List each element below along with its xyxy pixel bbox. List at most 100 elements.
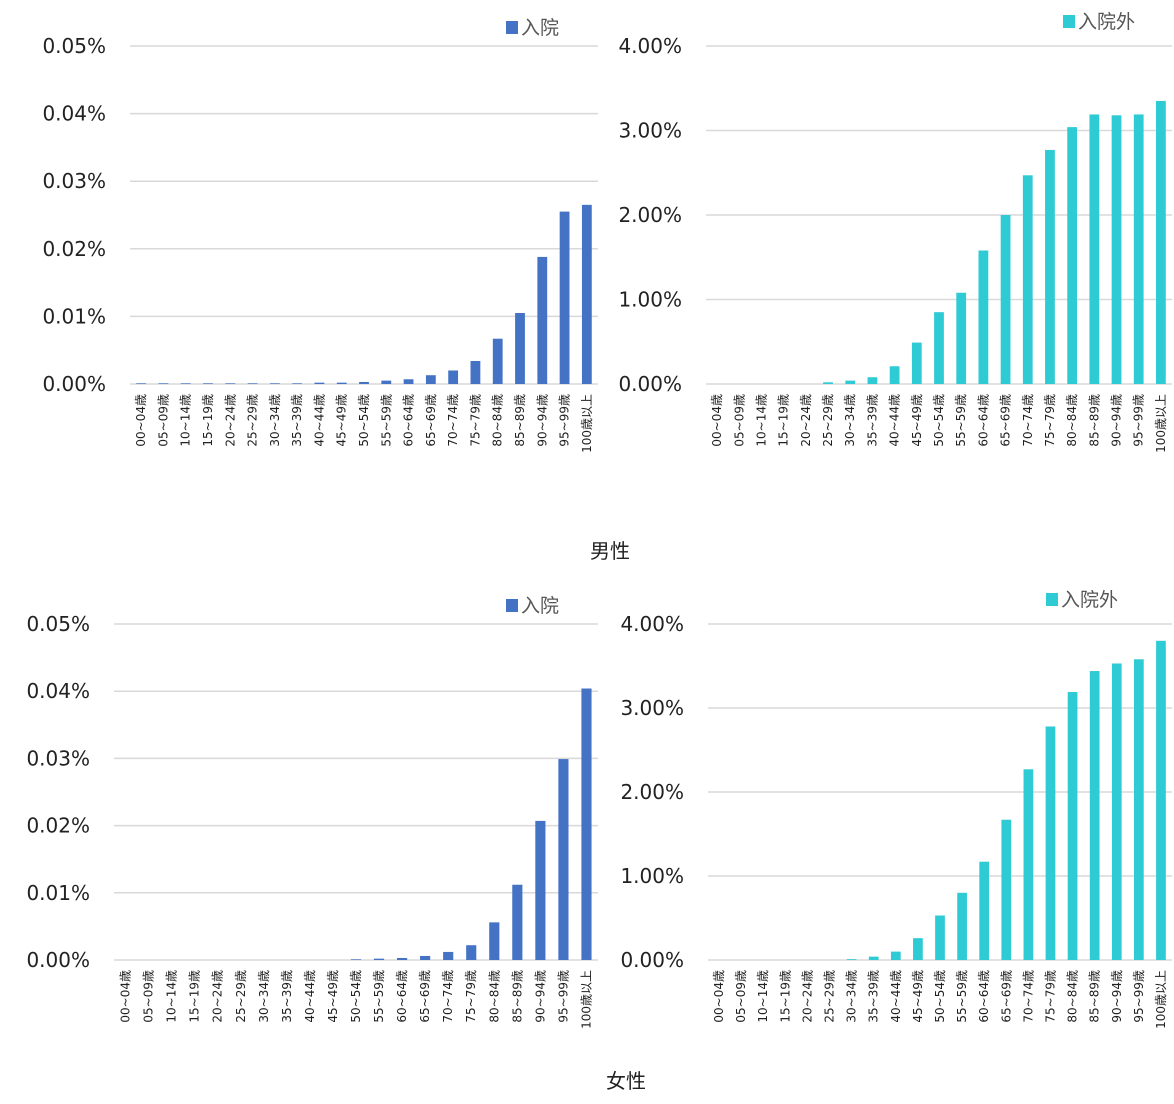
x-tick-label: 10~14歳 [165,970,179,1023]
bar [470,361,481,384]
y-tick-label: 3.00% [620,696,684,720]
bar [846,959,857,960]
x-tick-label: 55~59歳 [954,394,968,447]
legend-label: 入院 [521,17,559,39]
bar [1111,115,1122,384]
x-tick-label: 70~74歳 [441,970,455,1023]
x-tick-label: 25~29歳 [823,970,837,1023]
x-tick-label: 25~29歳 [821,394,835,447]
bar [868,956,879,960]
bar [292,383,303,384]
x-tick-label: 35~39歳 [280,970,294,1023]
bar [537,256,548,384]
x-tick-label: 75~79歳 [1043,970,1057,1023]
x-tick-label: 80~84歳 [487,970,501,1023]
bar [1001,819,1012,960]
x-tick-label: 35~39歳 [290,394,304,447]
chart-panel-3: 0.00% 0.01% 0.02% 0.03% 0.04% 0.05% 00~04歳 05~0… [26,595,598,1029]
x-tick-label: 10~14歳 [756,970,770,1023]
y-tick-label: 0.00% [618,372,682,396]
x-tick-label: 10~14歳 [754,394,768,447]
y-tick-label: 4.00% [618,34,682,58]
x-tick-label: 90~94歳 [535,394,549,447]
bar [1022,175,1033,384]
bar [934,312,944,384]
bar [1045,149,1055,384]
x-tick-label: 10~14歳 [179,394,193,447]
x-tick-label: 60~64歳 [977,970,991,1023]
legend-label: 入院 [521,595,559,617]
x-tick-label: 45~49歳 [335,394,349,447]
bar [1156,640,1166,960]
x-tick-label: 30~34歳 [257,970,271,1023]
x-tick-label: 70~74歳 [446,394,460,447]
x-tick-label: 100歳以上 [1154,394,1168,453]
x-tick-label: 85~89歳 [1087,394,1101,447]
bar [492,338,503,384]
x-tick-label: 40~44歳 [888,394,902,447]
x-tick-label: 30~34歳 [845,970,859,1023]
x-tick-label: 80~84歳 [491,394,505,447]
x-tick-label: 60~64歳 [395,970,409,1023]
x-tick-label: 35~39歳 [865,394,879,447]
y-tick-label: 0.05% [26,612,90,636]
bar [1156,100,1166,385]
x-tick-label: 15~19歳 [188,970,202,1023]
bar [978,250,989,384]
x-tick-label: 70~74歳 [1021,970,1035,1023]
x-tick-label: 55~59歳 [372,970,386,1023]
x-tick-label: 85~89歳 [510,970,524,1023]
x-tick-label: 20~24歳 [223,394,237,447]
section-label: 男性 [590,539,630,563]
bar [1045,726,1056,960]
legend-label: 入院外 [1078,11,1135,33]
bar [373,958,385,960]
bar [515,313,525,384]
bar [350,959,362,960]
bar [336,382,347,384]
x-tick-label: 55~59歳 [379,394,393,447]
x-tick-label: 60~64歳 [402,394,416,447]
x-tick-label: 85~89歳 [513,394,527,447]
chart-panel-2: 0.00% 1.00% 2.00% 3.00% 4.00% 00~04歳 05~09歳 10~… [618,11,1172,453]
x-tick-label: 15~19歳 [778,970,792,1023]
x-tick-label: 95~99歳 [558,394,572,447]
x-tick-label: 100歳以上 [1154,970,1168,1029]
x-tick-label: 90~94歳 [533,970,547,1023]
bar [1023,769,1034,960]
x-tick-label: 65~69歳 [424,394,438,447]
x-tick-label: 30~34歳 [268,394,282,447]
bar [559,211,570,384]
bar [489,922,500,960]
y-tick-label: 0.04% [42,102,106,126]
x-tick-label: 05~09歳 [156,394,170,447]
x-tick-label: 55~59歳 [955,970,969,1023]
x-tick-label: 25~29歳 [246,394,260,447]
x-tick-label: 30~34歳 [843,394,857,447]
bar [225,383,236,384]
y-tick-label: 0.03% [26,746,90,770]
y-tick-label: 0.00% [26,948,90,972]
bar [425,375,436,384]
x-tick-label: 85~89歳 [1088,970,1102,1023]
y-tick-label: 0.03% [42,169,106,193]
bar [1133,659,1144,960]
bar [911,342,922,384]
bar [136,383,147,384]
bar [381,380,392,384]
y-tick-label: 1.00% [618,288,682,312]
bar [889,366,900,384]
x-tick-label: 65~69歳 [418,970,432,1023]
legend-swatch [1063,15,1075,28]
bar [913,938,923,960]
bar [935,915,945,960]
bar [420,955,431,960]
x-tick-label: 40~44歳 [312,394,326,447]
y-tick-label: 2.00% [618,203,682,227]
x-tick-label: 95~99歳 [556,970,570,1023]
legend-swatch [506,599,518,612]
x-tick-label: 45~49歳 [911,970,925,1023]
bar [957,892,967,960]
bar [269,383,280,384]
x-tick-label: 40~44歳 [889,970,903,1023]
